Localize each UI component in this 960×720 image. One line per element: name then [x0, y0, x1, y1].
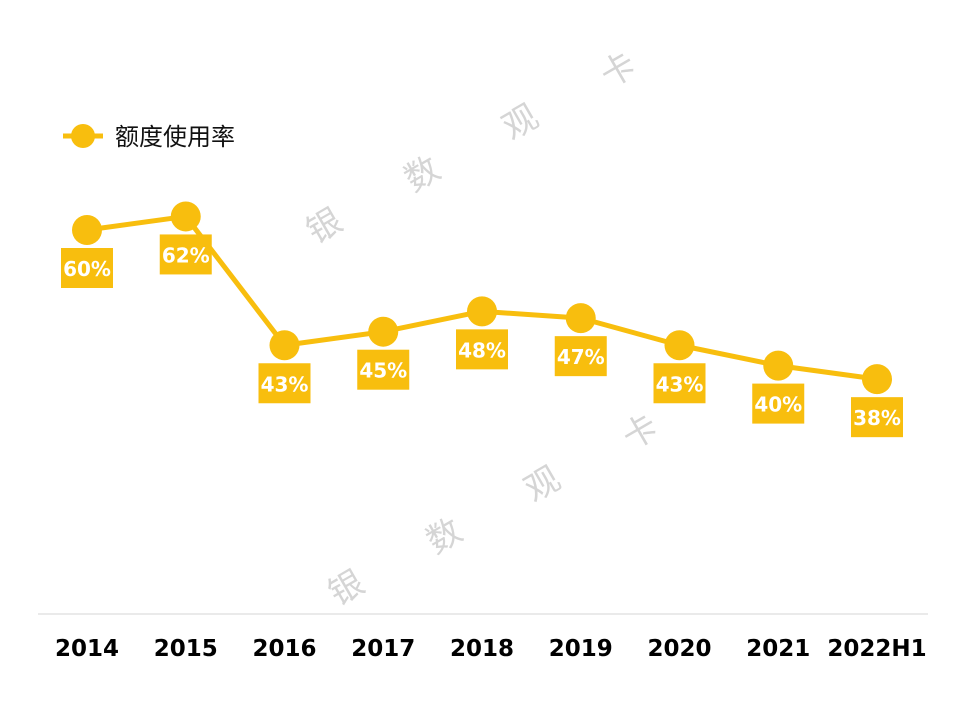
data-label-box [554, 336, 607, 377]
data-label: 43% [653, 363, 706, 404]
data-point [170, 201, 201, 232]
data-label: 47% [554, 336, 607, 377]
data-point [72, 215, 102, 245]
data-point [368, 316, 399, 347]
data-label-text: 62% [162, 243, 210, 267]
data-point [664, 330, 695, 361]
data-labels: 60% 62% 43% 45% 48% 47% 43% 40% 38% [61, 234, 903, 438]
x-tick-label: 2017 [351, 636, 415, 662]
data-label-box [258, 363, 311, 404]
data-label-text: 47% [557, 345, 605, 369]
data-label-box [456, 329, 508, 370]
data-label: 43% [258, 363, 311, 404]
watermark-char: 观 [496, 97, 545, 149]
data-point [565, 303, 596, 334]
legend: 额度使用率 [63, 123, 235, 151]
x-axis-tick-labels: 2014 2015 2016 2017 2018 2019 2020 2021 2022H1 [55, 636, 927, 662]
x-tick-label: 2016 [252, 636, 316, 662]
data-label: 48% [456, 329, 508, 370]
watermark-char: 数 [398, 149, 447, 201]
legend-marker-icon [71, 124, 95, 148]
data-label-text: 48% [458, 338, 506, 362]
watermark-char: 卡 [616, 407, 665, 459]
data-point [862, 364, 892, 395]
x-tick-label: 2019 [549, 636, 613, 662]
watermark-char: 数 [420, 511, 469, 563]
x-tick-label: 2022H1 [827, 636, 926, 662]
legend-label: 额度使用率 [115, 123, 235, 151]
data-label-box [159, 234, 212, 275]
watermark-char: 卡 [594, 45, 643, 97]
data-label-text: 43% [656, 372, 704, 396]
x-tick-label: 2015 [154, 636, 218, 662]
data-label-text: 38% [853, 406, 901, 430]
data-point [467, 296, 497, 327]
data-label-box [851, 397, 903, 438]
data-label: 40% [752, 383, 805, 424]
data-point [763, 350, 794, 381]
data-label: 45% [357, 349, 410, 390]
x-tick-label: 2014 [55, 636, 119, 662]
data-label-text: 40% [754, 393, 802, 417]
data-label-text: 60% [63, 257, 111, 281]
watermark-char: 观 [518, 459, 567, 511]
series-points [72, 201, 892, 395]
x-tick-label: 2018 [450, 636, 514, 662]
watermark-char: 银 [322, 563, 371, 615]
data-label-text: 45% [359, 359, 407, 383]
data-label-box [357, 349, 410, 390]
data-label: 62% [159, 234, 212, 275]
data-point [269, 330, 300, 361]
data-label-box [653, 363, 706, 404]
x-tick-label: 2020 [647, 636, 711, 662]
data-label-text: 43% [261, 372, 309, 396]
data-label: 38% [851, 397, 903, 438]
data-label: 60% [61, 248, 113, 288]
watermark-char: 银 [300, 201, 349, 253]
data-label-box [61, 248, 113, 288]
data-label-box [752, 383, 805, 424]
x-tick-label: 2021 [746, 636, 810, 662]
